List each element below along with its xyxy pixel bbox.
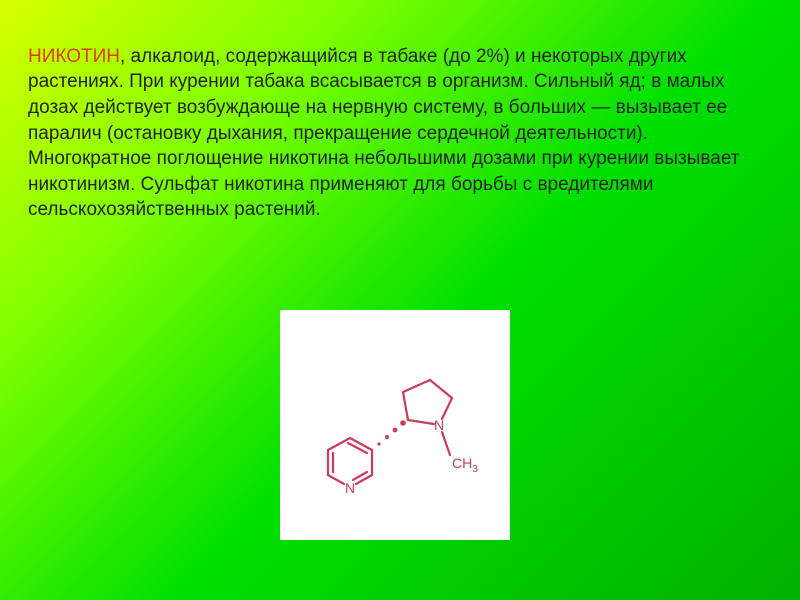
pyrrolidine-N-label: N: [434, 417, 444, 433]
pyrrolidine-ring: [403, 380, 452, 424]
wedge-bond: [377, 420, 405, 445]
body-text: , алкалоид, содержащийся в табаке (до 2%…: [28, 46, 739, 221]
term-nicotine: НИКОТИН: [28, 46, 120, 67]
molecule-figure: N N CH3: [280, 310, 510, 540]
n-methyl-bond: [442, 432, 450, 455]
pyridine-N-label: N: [345, 480, 355, 496]
ch3-label: CH3: [452, 455, 478, 475]
description-text: НИКОТИН, алкалоид, содержащийся в табаке…: [28, 18, 772, 223]
nicotine-structure: N N CH3: [290, 320, 500, 530]
slide: НИКОТИН, алкалоид, содержащийся в табаке…: [0, 0, 800, 600]
pyridine-ring: [328, 438, 372, 484]
